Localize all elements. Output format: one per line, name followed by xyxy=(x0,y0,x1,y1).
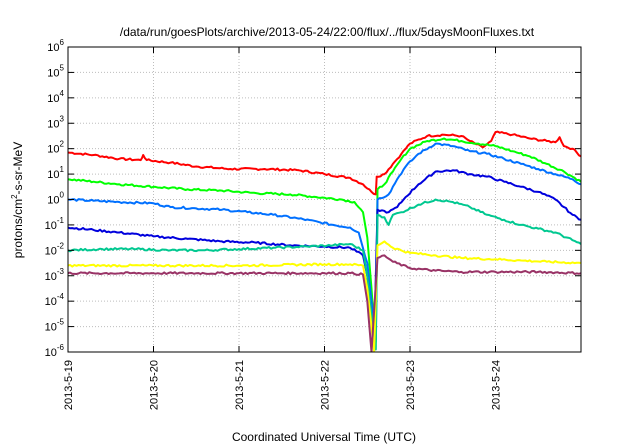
y-tick-exponent: 3 xyxy=(60,114,65,123)
y-tick-label: 100 xyxy=(47,191,64,207)
y-tick-label: 104 xyxy=(47,89,64,105)
y-tick-base: 10 xyxy=(45,271,57,283)
y-tick-base: 10 xyxy=(45,296,57,308)
x-tick-label: 2013-5-22 xyxy=(320,360,332,410)
series-line-3 xyxy=(68,142,581,341)
x-tick-label: 2013-5-21 xyxy=(234,360,246,410)
y-tick-label: 10-1 xyxy=(45,216,65,232)
x-tick-label: 2013-5-19 xyxy=(63,360,75,410)
y-tick-label: 106 xyxy=(47,38,64,54)
y-tick-exponent: -1 xyxy=(57,216,65,225)
y-tick-exponent: -2 xyxy=(57,241,65,250)
y-tick-base: 10 xyxy=(47,93,59,105)
y-tick-exponent: 4 xyxy=(60,89,65,98)
series-line-5 xyxy=(68,198,581,351)
y-tick-base: 10 xyxy=(47,144,59,156)
y-tick-base: 10 xyxy=(45,322,57,334)
series-line-4 xyxy=(68,169,581,346)
y-tick-label: 103 xyxy=(47,114,64,130)
series-layer xyxy=(68,130,581,352)
y-tick-exponent: -6 xyxy=(57,343,65,352)
y-tick-label: 102 xyxy=(47,140,64,156)
x-tick-labels: 2013-5-19 2013-5-20 2013-5-21 2013-5-22 2013… xyxy=(63,360,503,410)
y-tick-base: 10 xyxy=(45,220,57,232)
y-tick-exponent: -4 xyxy=(57,292,65,301)
series-line-6 xyxy=(68,240,581,352)
y-tick-base: 10 xyxy=(47,169,59,181)
x-tick-label: 2013-5-23 xyxy=(405,360,417,410)
x-tick-label: 2013-5-20 xyxy=(149,360,161,410)
y-tick-base: 10 xyxy=(47,118,59,130)
y-tick-exponent: 0 xyxy=(60,191,65,200)
y-tick-exponent: 5 xyxy=(60,63,65,72)
y-axis-label-post: -s-sr-MeV xyxy=(11,142,25,195)
series-line-7 xyxy=(68,254,581,352)
y-tick-base: 10 xyxy=(47,67,59,79)
y-tick-exponent: 1 xyxy=(60,165,65,174)
y-tick-label: 10-3 xyxy=(45,267,65,283)
y-tick-exponent: 2 xyxy=(60,140,65,149)
y-axis-label-pre: protons/cm xyxy=(11,199,25,258)
series-line-2 xyxy=(68,137,581,343)
x-axis-label: Coordinated Universal Time (UTC) xyxy=(232,430,416,444)
series-line-1 xyxy=(68,130,581,196)
x-tick-label: 2013-5-24 xyxy=(491,360,503,410)
y-axis-label-sup: 2 xyxy=(10,194,19,199)
y-tick-base: 10 xyxy=(45,347,57,359)
y-tick-label: 105 xyxy=(47,63,64,79)
grid xyxy=(68,47,581,352)
y-tick-label: 10-5 xyxy=(45,318,65,334)
y-tick-labels: 10-610-510-410-310-210-11001011021031041… xyxy=(45,38,65,359)
chart-title: /data/run/goesPlots/archive/2013-05-24/2… xyxy=(120,25,535,39)
y-tick-exponent: -5 xyxy=(57,318,65,327)
y-tick-exponent: -3 xyxy=(57,267,65,276)
y-tick-exponent: 6 xyxy=(60,38,65,47)
y-tick-label: 10-2 xyxy=(45,241,65,257)
y-tick-label: 10-6 xyxy=(45,343,65,359)
y-tick-label: 10-4 xyxy=(45,292,65,308)
y-tick-base: 10 xyxy=(47,42,59,54)
y-tick-base: 10 xyxy=(47,195,59,207)
y-axis-label: protons/cm2-s-sr-MeV xyxy=(10,142,25,258)
ticks xyxy=(67,46,581,353)
y-tick-base: 10 xyxy=(45,245,57,257)
y-tick-label: 101 xyxy=(47,165,64,181)
